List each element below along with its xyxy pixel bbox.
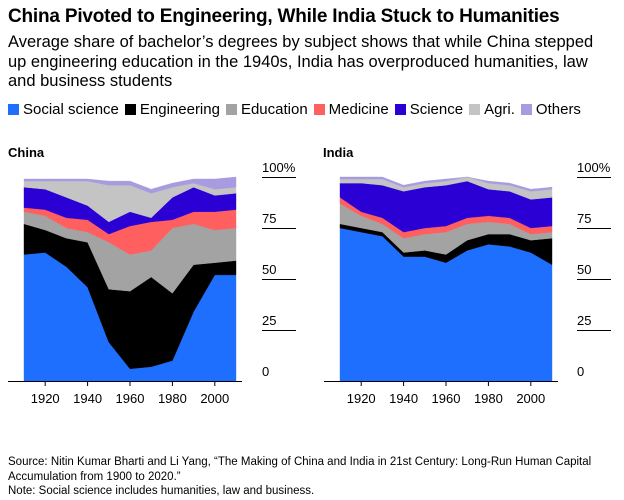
- y-tick-label: 75: [577, 211, 591, 226]
- x-tick-label: 1920: [347, 391, 376, 406]
- y-tick-label: 25: [577, 313, 591, 328]
- legend-label: Science: [409, 101, 464, 118]
- x-tick-label: 1940: [389, 391, 418, 406]
- x-tick-label: 1960: [116, 391, 145, 406]
- x-tick-label: 1960: [432, 391, 461, 406]
- legend-swatch: [469, 104, 481, 115]
- chart-subtitle: Average share of bachelor’s degrees by s…: [8, 33, 594, 90]
- legend-item-engineering: Engineering: [124, 101, 220, 118]
- panel-china: China 0 25 50 75 100% 1920 1940 1960 1980 2000: [8, 145, 296, 406]
- legend-item-science: Science: [394, 101, 464, 118]
- panel-title: China: [8, 145, 45, 160]
- area-others: [23, 176, 237, 194]
- y-tick-label: 50: [262, 262, 276, 277]
- x-tick-label: 2000: [200, 391, 229, 406]
- panel-title: India: [323, 145, 354, 160]
- legend-label: Education: [240, 101, 308, 118]
- y-tick-label: 0: [577, 364, 584, 379]
- x-tick-label: 1980: [158, 391, 187, 406]
- y-tick-label: 25: [262, 313, 276, 328]
- legend-label: Agri.: [484, 101, 515, 118]
- y-tick-label: 0: [262, 364, 269, 379]
- y-tick-label: 50: [577, 262, 591, 277]
- footnote: Note: Social science includes humanities…: [8, 485, 315, 497]
- legend-swatch: [520, 104, 532, 115]
- legend-item-education: Education: [225, 101, 308, 118]
- legend-item-medicine: Medicine: [313, 101, 389, 118]
- legend-label: Others: [535, 101, 581, 118]
- legend-label: Social science: [23, 101, 119, 118]
- legend-label: Engineering: [139, 101, 220, 118]
- legend-item-social-science: Social science: [8, 101, 119, 118]
- area-others: [339, 176, 553, 192]
- legend: Social science Engineering Education Medici…: [8, 101, 587, 118]
- legend-item-others: Others: [520, 101, 581, 118]
- y-tick-label: 100%: [262, 160, 296, 175]
- legend-swatch: [8, 104, 19, 115]
- y-tick-label: 100%: [577, 160, 611, 175]
- legend-swatch: [124, 104, 136, 115]
- chart-title: China Pivoted to Engineering, While Indi…: [8, 6, 560, 27]
- legend-label: Medicine: [328, 101, 389, 118]
- legend-swatch: [313, 104, 325, 115]
- y-tick-label: 75: [262, 211, 276, 226]
- legend-swatch: [394, 104, 406, 115]
- legend-item-agri: Agri.: [469, 101, 515, 118]
- panel-india: India 0 25 50 75 100% 1920 1940 1960 1980 2000: [323, 145, 611, 406]
- x-tick-label: 1940: [73, 391, 102, 406]
- x-tick-label: 1920: [31, 391, 60, 406]
- footer: Source: Nitin Kumar Bharti and Li Yang, …: [8, 455, 620, 499]
- x-tick-label: 1980: [474, 391, 503, 406]
- x-tick-label: 2000: [516, 391, 545, 406]
- legend-swatch: [225, 104, 237, 115]
- source-note: Source: Nitin Kumar Bharti and Li Yang, …: [8, 456, 592, 483]
